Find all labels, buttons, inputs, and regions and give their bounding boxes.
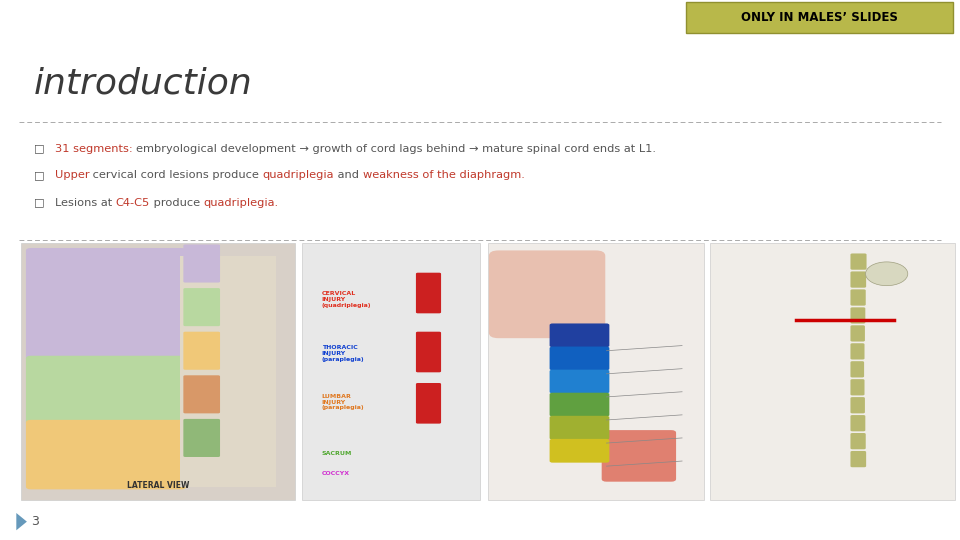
FancyBboxPatch shape xyxy=(851,415,865,431)
Text: CERVICAL
INJURY
(quadriplegia): CERVICAL INJURY (quadriplegia) xyxy=(322,291,372,308)
FancyBboxPatch shape xyxy=(26,356,186,426)
Text: embryological development → growth of cord lags behind → mature spinal cord ends: embryological development → growth of co… xyxy=(136,144,656,153)
FancyBboxPatch shape xyxy=(851,325,865,342)
FancyBboxPatch shape xyxy=(416,273,441,313)
FancyBboxPatch shape xyxy=(183,375,220,414)
FancyBboxPatch shape xyxy=(180,256,276,487)
Text: ONLY IN MALES’ SLIDES: ONLY IN MALES’ SLIDES xyxy=(741,11,899,24)
FancyBboxPatch shape xyxy=(21,243,295,500)
FancyBboxPatch shape xyxy=(851,343,865,360)
Text: weakness of the diaphragm.: weakness of the diaphragm. xyxy=(363,171,525,180)
FancyBboxPatch shape xyxy=(549,416,610,440)
FancyBboxPatch shape xyxy=(416,332,441,373)
Text: COCCYX: COCCYX xyxy=(322,471,349,476)
FancyBboxPatch shape xyxy=(183,419,220,457)
Text: SACRUM: SACRUM xyxy=(322,451,352,456)
Text: □: □ xyxy=(34,198,44,207)
Text: Lesions at: Lesions at xyxy=(55,198,115,207)
FancyBboxPatch shape xyxy=(851,253,867,270)
FancyBboxPatch shape xyxy=(851,272,866,288)
FancyBboxPatch shape xyxy=(851,433,866,449)
FancyBboxPatch shape xyxy=(549,439,610,463)
Text: Upper: Upper xyxy=(55,171,89,180)
FancyBboxPatch shape xyxy=(851,451,866,467)
FancyBboxPatch shape xyxy=(686,2,953,33)
Text: 3: 3 xyxy=(31,515,38,528)
Text: LATERAL VIEW: LATERAL VIEW xyxy=(127,481,189,490)
FancyBboxPatch shape xyxy=(488,243,704,500)
FancyBboxPatch shape xyxy=(549,393,610,416)
FancyBboxPatch shape xyxy=(602,430,676,482)
Polygon shape xyxy=(16,513,27,530)
Text: 31 segments:: 31 segments: xyxy=(55,144,136,153)
Text: and: and xyxy=(334,171,363,180)
FancyBboxPatch shape xyxy=(549,347,610,370)
FancyBboxPatch shape xyxy=(489,251,605,338)
FancyBboxPatch shape xyxy=(549,323,610,347)
Text: quadriplegia: quadriplegia xyxy=(263,171,334,180)
Text: LUMBAR
INJURY
(paraplegia): LUMBAR INJURY (paraplegia) xyxy=(322,394,364,410)
Text: introduction: introduction xyxy=(34,67,252,100)
FancyBboxPatch shape xyxy=(416,383,441,423)
FancyBboxPatch shape xyxy=(549,370,610,393)
Text: produce: produce xyxy=(150,198,204,207)
Circle shape xyxy=(866,262,908,286)
FancyBboxPatch shape xyxy=(851,379,865,395)
FancyBboxPatch shape xyxy=(851,289,866,306)
FancyBboxPatch shape xyxy=(183,288,220,326)
Text: C4-C5: C4-C5 xyxy=(115,198,150,207)
Text: THORACIC
INJURY
(paraplegia): THORACIC INJURY (paraplegia) xyxy=(322,345,364,362)
Text: cervical cord lesions produce: cervical cord lesions produce xyxy=(89,171,263,180)
Text: quadriplegia.: quadriplegia. xyxy=(204,198,278,207)
FancyBboxPatch shape xyxy=(710,243,955,500)
FancyBboxPatch shape xyxy=(26,248,186,361)
FancyBboxPatch shape xyxy=(851,307,865,323)
FancyBboxPatch shape xyxy=(302,243,480,500)
FancyBboxPatch shape xyxy=(183,245,220,282)
Text: □: □ xyxy=(34,144,44,153)
Text: □: □ xyxy=(34,171,44,180)
FancyBboxPatch shape xyxy=(26,420,186,489)
FancyBboxPatch shape xyxy=(183,332,220,370)
FancyBboxPatch shape xyxy=(851,361,864,377)
FancyBboxPatch shape xyxy=(851,397,865,414)
